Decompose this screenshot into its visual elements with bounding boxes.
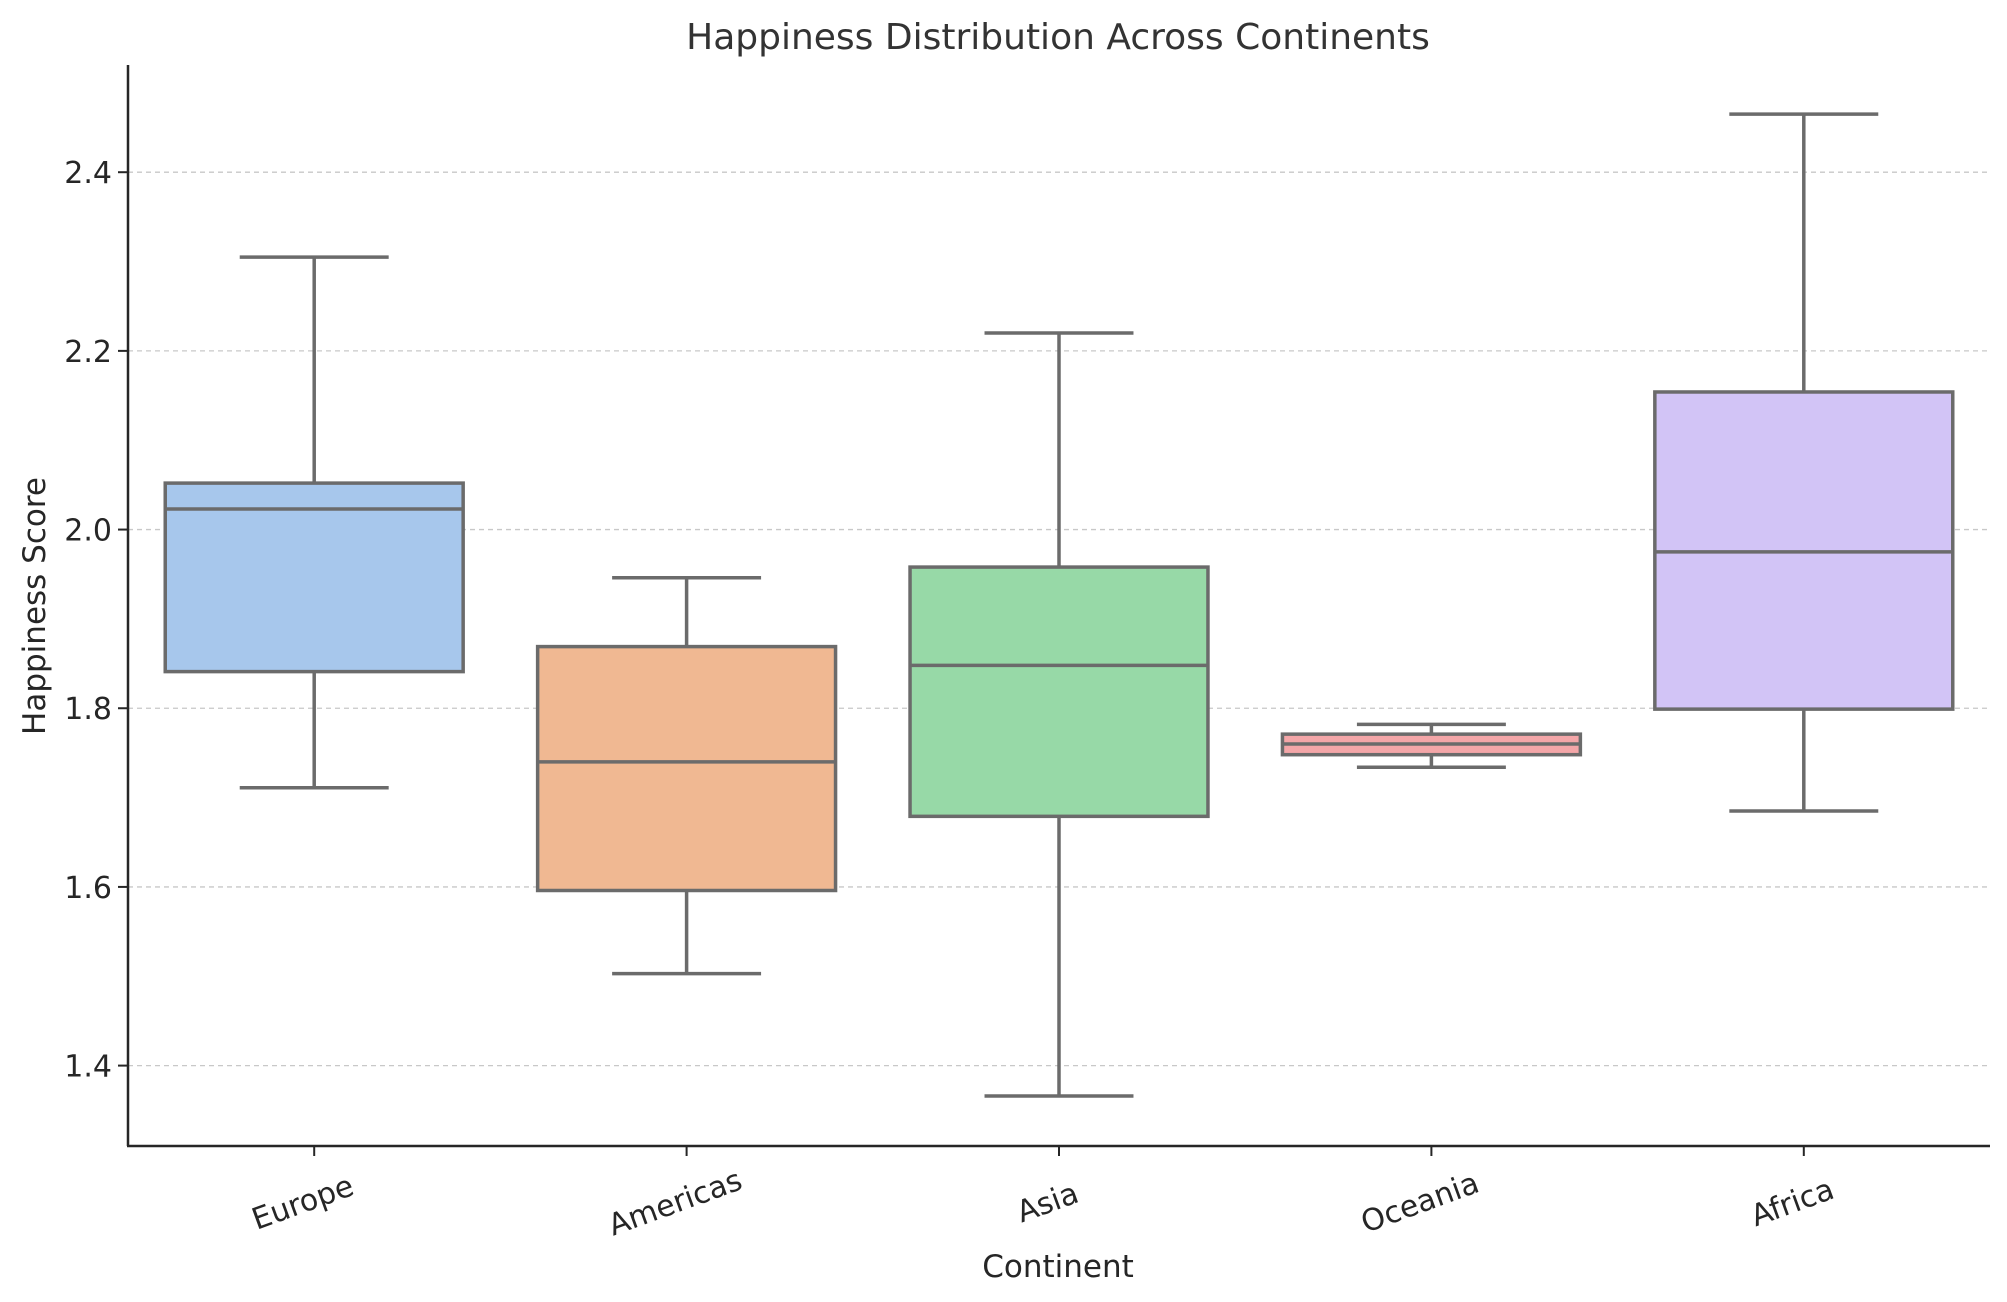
x-tick-label: Oceania [1357,1166,1484,1241]
boxes-group [163,112,1955,1098]
x-tick-label: Africa [1746,1172,1838,1234]
box-oceania [1280,722,1583,769]
x-tick-label: Americas [604,1163,747,1244]
y-axis-label: Happiness Score [17,477,53,735]
y-tick-label: 2.2 [64,335,112,370]
iqr-box [908,565,1210,819]
y-tick-label: 1.8 [64,692,112,727]
box-asia [908,331,1210,1098]
y-tick-label: 1.6 [64,871,112,906]
box-europe [163,255,465,790]
box-americas [535,576,838,976]
chart-title: Happiness Distribution Across Continents [686,17,1430,58]
box-africa [1653,112,1955,813]
iqr-box [535,644,838,893]
iqr-box [163,481,465,674]
x-axis-label: Continent [982,1249,1134,1285]
y-tick-label: 2.0 [64,514,112,549]
y-tick-label: 2.4 [64,156,112,191]
y-tick-label: 1.4 [64,1050,112,1085]
x-tick-label: Europe [247,1169,358,1238]
x-tick-label: Asia [1012,1176,1083,1230]
